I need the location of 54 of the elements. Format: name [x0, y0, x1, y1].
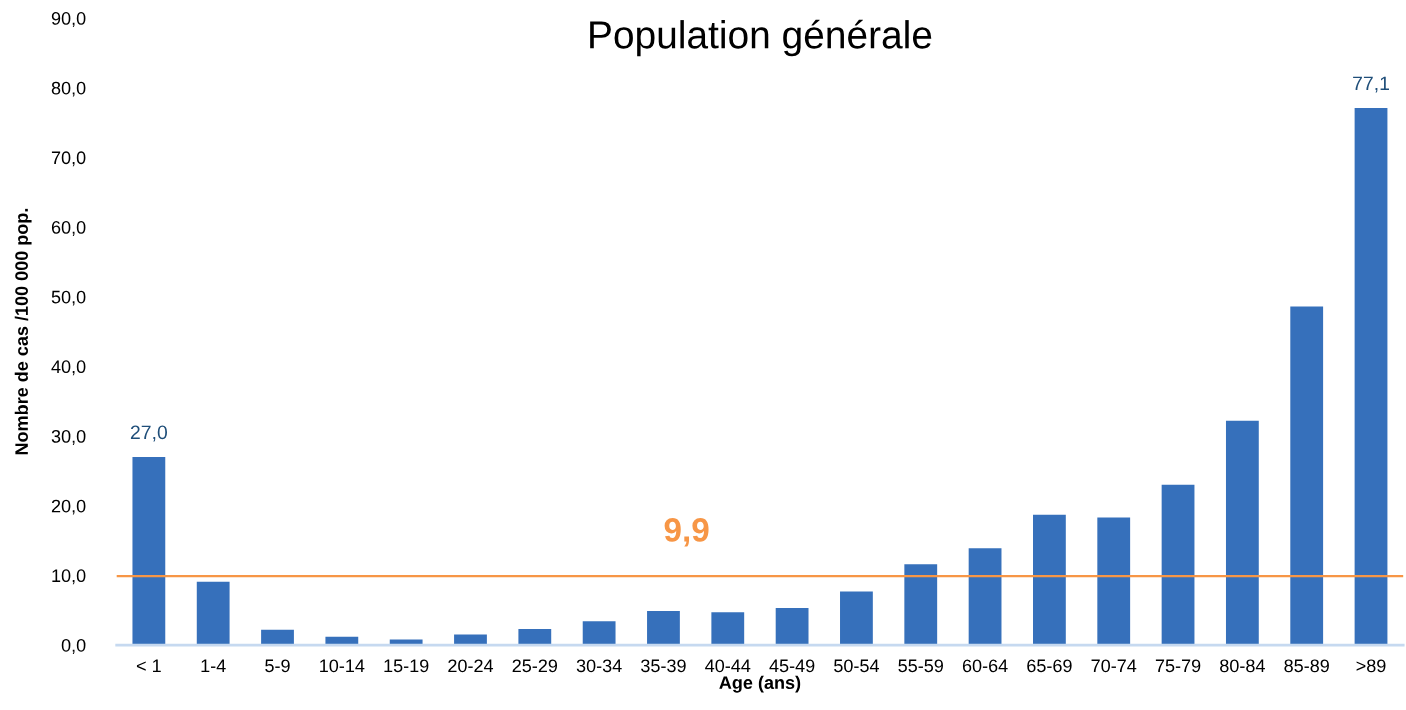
y-tick-label: 20,0 — [51, 499, 86, 515]
bar — [1354, 107, 1388, 646]
bar — [840, 591, 873, 646]
bar — [261, 629, 294, 646]
bar — [1290, 306, 1324, 646]
x-tick-label: 20-24 — [448, 659, 494, 673]
x-tick-label: 55-59 — [898, 659, 943, 673]
y-tick-label: 10,0 — [52, 569, 86, 585]
bar — [968, 548, 1002, 646]
bar — [1225, 420, 1259, 646]
x-tick-label: 45-49 — [769, 659, 815, 673]
bar — [775, 608, 809, 646]
y-tick-label: 30,0 — [51, 429, 86, 445]
x-tick-label: 30-34 — [576, 659, 622, 673]
x-tick-label: < 1 — [136, 659, 161, 673]
bar — [132, 456, 166, 646]
x-tick-label: 85-89 — [1284, 659, 1329, 673]
y-tick-label: 60,0 — [51, 221, 86, 236]
bar — [518, 629, 552, 646]
x-axis-title: Age (ans) — [719, 675, 801, 693]
y-tick-label: 80,0 — [51, 81, 86, 97]
bar — [582, 621, 616, 646]
x-tick-label: 50-54 — [834, 659, 879, 673]
x-tick-label: 5-9 — [265, 659, 290, 673]
bar — [711, 612, 745, 646]
data-label: 77,1 — [1353, 76, 1389, 93]
y-tick-label: 70,0 — [51, 151, 86, 167]
y-tick-label: 0,0 — [61, 638, 86, 654]
y-axis-title: Nombre de cas /100 000 pop. — [14, 208, 32, 455]
y-tick-label: 90,0 — [51, 12, 86, 27]
ref-line-label: 9,9 — [664, 518, 709, 547]
bar — [389, 639, 423, 646]
bar — [904, 564, 938, 646]
y-tick-label: 50,0 — [51, 290, 86, 306]
x-tick-label: 65-69 — [1027, 659, 1072, 673]
x-tick-label: 70-74 — [1091, 659, 1137, 673]
x-tick-label: >89 — [1356, 659, 1386, 673]
x-tick-label: 1-4 — [201, 659, 226, 673]
x-tick-label: 15-19 — [384, 659, 429, 673]
x-tick-label: 60-64 — [962, 659, 1008, 673]
bar — [1097, 517, 1131, 646]
bar — [647, 610, 680, 646]
x-tick-label: 35-39 — [641, 659, 686, 673]
bar — [1033, 514, 1066, 646]
data-label: 27,0 — [130, 425, 168, 442]
bar — [1161, 484, 1195, 646]
x-tick-label: 80-84 — [1220, 659, 1265, 673]
x-tick-label: 25-29 — [512, 659, 558, 673]
x-tick-label: 75-79 — [1155, 659, 1201, 673]
chart-title: Population générale — [590, 19, 932, 57]
bar — [196, 581, 230, 646]
x-tick-label: 10-14 — [320, 659, 365, 673]
x-tick-label: 40-44 — [705, 659, 751, 673]
y-tick-label: 40,0 — [51, 360, 86, 376]
